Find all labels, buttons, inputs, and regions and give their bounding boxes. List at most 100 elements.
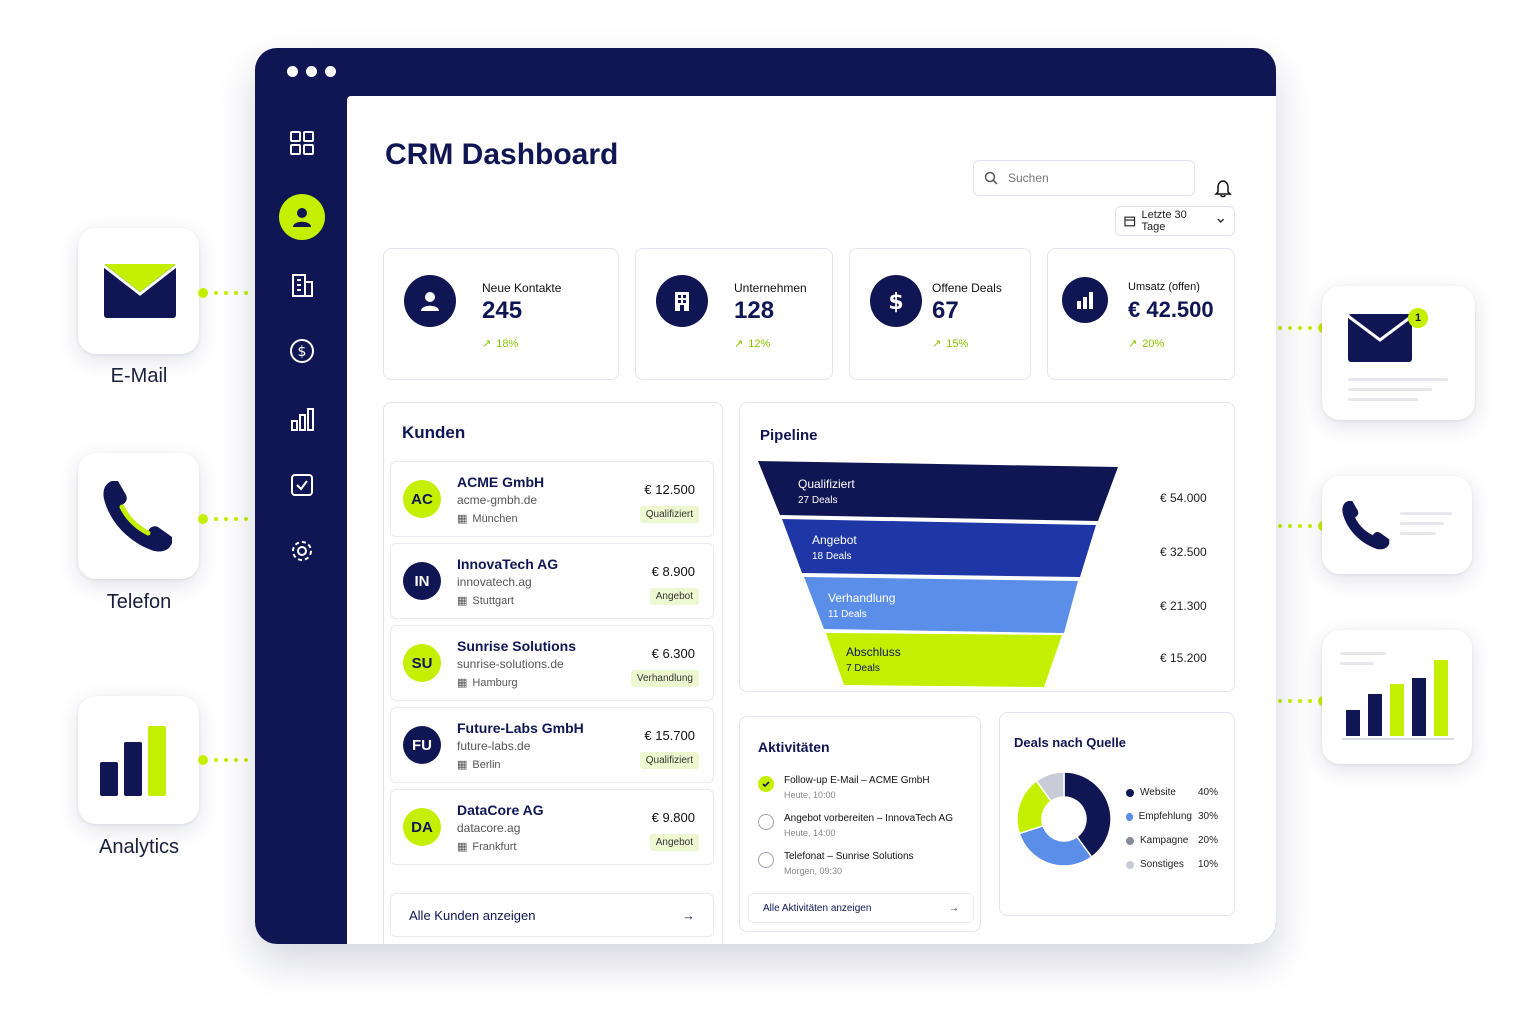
calendar-icon: [1124, 216, 1136, 227]
unchecked-circle-icon[interactable]: [758, 814, 774, 830]
all-activities-link[interactable]: Alle Aktivitäten anzeigen →: [748, 893, 974, 923]
window-dot[interactable]: [325, 66, 336, 77]
legend-item: Website 40%: [1126, 787, 1218, 798]
analytics-widget[interactable]: [78, 696, 199, 824]
kpi-trend-value: 18%: [496, 337, 519, 350]
dollar-icon: $: [888, 290, 903, 314]
customer-row[interactable]: FU Future-Labs GmbH future-labs.de ▦ Berl…: [390, 707, 714, 783]
window-dot[interactable]: [306, 66, 317, 77]
trend-up-icon: ↗: [932, 338, 942, 350]
legend-dot: [1126, 788, 1134, 797]
funnel-stage-verhandlung[interactable]: [804, 577, 1078, 633]
email-connector: [198, 288, 248, 298]
placeholder-line: [1400, 532, 1436, 535]
placeholder-line: [1348, 388, 1432, 391]
activity-title: Angebot vorbereiten – InnovaTech AG: [784, 813, 954, 824]
mail-notification-widget[interactable]: 1: [1322, 286, 1475, 420]
funnel-stage-abschluss[interactable]: [826, 633, 1062, 687]
activity-title: Follow-up E-Mail – ACME GmbH: [784, 775, 930, 786]
customers-title: Kunden: [402, 423, 466, 442]
legend-label: Sonstiges: [1140, 859, 1184, 870]
all-customers-link[interactable]: Alle Kunden anzeigen →: [390, 893, 714, 937]
svg-text:$: $: [298, 344, 307, 360]
stage-deals: 27 Deals: [798, 495, 838, 506]
pipeline-title: Pipeline: [760, 427, 818, 444]
customer-amount: € 8.900: [651, 564, 695, 579]
building-icon: ▦: [457, 595, 468, 607]
customer-name: ACME GmbH: [457, 474, 545, 490]
customer-city-label: Frankfurt: [472, 840, 517, 853]
arrow-right-icon: →: [949, 902, 959, 914]
search-box[interactable]: [973, 160, 1195, 196]
donut-slice-empfehlung[interactable]: [1018, 824, 1093, 867]
customer-city: ▦ Frankfurt: [457, 840, 517, 854]
kpi-revenue-open[interactable]: Umsatz (offen) € 42.500 ↗ 20%: [1047, 248, 1235, 380]
analytics-connector-right: [1278, 696, 1328, 706]
email-widget[interactable]: [78, 228, 199, 354]
customer-name: DataCore AG: [457, 802, 544, 818]
kpi-open-deals[interactable]: $ Offene Deals 67 ↗ 15%: [849, 248, 1031, 380]
stage-name: Angebot: [812, 533, 857, 547]
legend-label: Website: [1140, 787, 1176, 798]
customer-city-label: Hamburg: [472, 676, 518, 689]
building-icon: ▦: [457, 841, 468, 853]
funnel-stage-qualifiziert[interactable]: [758, 461, 1118, 521]
phone-widget[interactable]: [78, 453, 199, 579]
legend-dot: [1126, 836, 1134, 845]
funnel-stage-angebot[interactable]: [782, 519, 1096, 577]
legend-label: Kampagne: [1140, 835, 1189, 846]
sidebar-item-tasks[interactable]: [279, 462, 325, 508]
customer-city-label: Stuttgart: [472, 594, 514, 607]
checkmark-icon[interactable]: [758, 776, 774, 792]
legend-percent: 10%: [1197, 859, 1218, 870]
sidebar: $: [255, 108, 347, 944]
kpi-label: Offene Deals: [932, 281, 1002, 295]
stage-badge: Qualifiziert: [639, 752, 699, 769]
activity-item[interactable]: Angebot vorbereiten – InnovaTech AG Heute…: [758, 813, 953, 838]
activity-item[interactable]: Telefonat – Sunrise Solutions Morgen, 09:…: [758, 851, 914, 876]
customer-city: ▦ München: [457, 512, 518, 526]
customer-city-label: München: [472, 512, 518, 525]
window-dot[interactable]: [287, 66, 298, 77]
kpi-label: Unternehmen: [734, 281, 807, 295]
sidebar-item-reports[interactable]: [279, 396, 325, 442]
analytics-preview-widget[interactable]: [1322, 630, 1472, 764]
stage-deals: 11 Deals: [828, 609, 867, 620]
call-widget[interactable]: [1322, 476, 1472, 574]
kpi-trend-value: 12%: [748, 337, 771, 350]
grid-icon: [290, 131, 314, 155]
donut-slice-sonstiges[interactable]: [1035, 771, 1065, 803]
placeholder-line: [1400, 512, 1452, 515]
kpi-companies[interactable]: Unternehmen 128 ↗ 12%: [635, 248, 833, 380]
sidebar-item-contacts[interactable]: [279, 194, 325, 240]
activity-time: Morgen, 09:30: [784, 866, 843, 876]
donut-slice-website[interactable]: [1063, 771, 1112, 859]
customer-row[interactable]: AC ACME GmbH acme-gmbh.de ▦ München € 12.…: [390, 461, 714, 537]
sidebar-item-deals[interactable]: $: [279, 328, 325, 374]
customer-amount: € 12.500: [644, 482, 695, 497]
placeholder-line: [1348, 378, 1448, 381]
kpi-new-contacts[interactable]: Neue Kontakte 245 ↗ 18%: [383, 248, 619, 380]
activity-item[interactable]: Follow-up E-Mail – ACME GmbH Heute, 10:00: [758, 775, 930, 800]
building-icon: ▦: [457, 513, 468, 525]
sidebar-item-dashboard[interactable]: [279, 120, 325, 166]
phone-icon: [103, 481, 172, 552]
sidebar-item-companies[interactable]: [279, 262, 325, 308]
legend-percent: 40%: [1197, 787, 1218, 798]
window-controls: [287, 66, 336, 77]
customer-domain: datacore.ag: [457, 821, 521, 835]
date-range-select[interactable]: Letzte 30 Tage: [1115, 206, 1235, 236]
sidebar-item-settings[interactable]: [279, 528, 325, 574]
analytics-label: Analytics: [98, 836, 180, 858]
customer-row[interactable]: IN InnovaTech AG innovatech.ag ▦ Stuttgar…: [390, 543, 714, 619]
bell-icon[interactable]: [1213, 178, 1233, 198]
gear-icon: [292, 541, 312, 561]
activities-panel: Aktivitäten Follow-up E-Mail – ACME GmbH…: [739, 716, 981, 932]
legend-dot: [1126, 860, 1134, 869]
stage-amount: € 54.000: [1160, 491, 1207, 505]
deals-by-source-panel: Deals nach Quelle Website 40% Empfehlung 3…: [999, 712, 1235, 916]
search-input[interactable]: [1008, 171, 1178, 185]
customer-row[interactable]: DA DataCore AG datacore.ag ▦ Frankfurt € …: [390, 789, 714, 865]
unchecked-circle-icon[interactable]: [758, 852, 774, 868]
customer-row[interactable]: SU Sunrise Solutions sunrise-solutions.d…: [390, 625, 714, 701]
